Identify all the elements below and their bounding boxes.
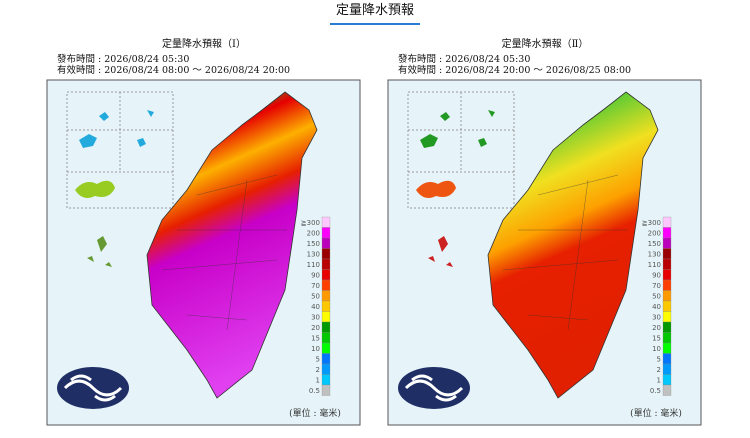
legend-swatch [321, 342, 331, 354]
inset-island [75, 180, 115, 198]
legend-label: 130 [648, 250, 661, 258]
legend-label: 2 [657, 366, 661, 374]
legend-swatch [662, 258, 672, 270]
page-title: 定量降水預報 [336, 3, 414, 18]
legend-label: ≧300 [642, 219, 661, 227]
unit-label: (單位 : 毫米) [630, 407, 682, 419]
legend-label: 5 [316, 355, 320, 363]
legend-label: 10 [311, 345, 320, 353]
panel-title: 定量降水預報（Ⅱ） [502, 37, 589, 50]
legend-label: 50 [311, 292, 320, 300]
legend-label: 110 [307, 261, 320, 269]
legend-swatch [321, 290, 331, 302]
legend-label: 150 [307, 240, 320, 248]
legend-label: 20 [311, 324, 320, 332]
taiwan [146, 91, 318, 399]
legend-swatch [321, 269, 331, 281]
legend-label: 1 [316, 376, 320, 384]
legend-label: ≧300 [301, 219, 320, 227]
legend-swatch [662, 279, 672, 291]
legend-label: 110 [648, 261, 661, 269]
legend-label: 1 [657, 376, 661, 384]
unit-label: (單位 : 毫米) [289, 407, 341, 419]
legend-label: 15 [311, 334, 320, 342]
legend-label: 200 [648, 229, 661, 237]
map-panel: ≧300 200 150 130 110 90 70 50 40 30 20 15 10 5 2 1 0.5 (單… [46, 79, 361, 426]
legend-swatch [321, 332, 331, 344]
legend-label: 10 [652, 345, 661, 353]
legend-swatch [321, 258, 331, 270]
legend-swatch [662, 248, 672, 260]
county-lines [161, 174, 287, 331]
legend-swatch [321, 311, 331, 323]
inset-island [420, 110, 495, 148]
legend-swatch [662, 269, 672, 281]
legend-swatch [321, 353, 331, 365]
legend-label: 130 [307, 250, 320, 258]
legend-swatch [321, 384, 331, 396]
legend-label: 70 [311, 282, 320, 290]
cwa-logo-swirl [63, 374, 123, 402]
valid-time: 有效時間 : 2026/08/24 20:00 ～ 2026/08/25 08:… [398, 64, 631, 76]
legend-swatch [321, 374, 331, 386]
legend-label: 90 [652, 271, 661, 279]
legend-label: 0.5 [650, 387, 661, 395]
legend-swatch [662, 300, 672, 312]
penghu [87, 236, 112, 267]
legend-label: 2 [316, 366, 320, 374]
issue-time: 發布時間 : 2026/08/24 05:30 [57, 53, 189, 65]
legend-swatch [662, 216, 672, 228]
legend-swatch [662, 237, 672, 249]
legend-swatch [662, 321, 672, 333]
valid-time: 有效時間 : 2026/08/24 08:00 ～ 2026/08/24 20:… [57, 64, 290, 76]
legend-label: 30 [652, 313, 661, 321]
legend-label: 200 [307, 229, 320, 237]
legend-swatch [321, 321, 331, 333]
legend-swatch [662, 342, 672, 354]
inset-island [79, 110, 154, 148]
legend-swatch [321, 227, 331, 239]
county-lines [502, 174, 628, 331]
legend-label: 90 [311, 271, 320, 279]
legend-swatch [321, 237, 331, 249]
legend-label: 50 [652, 292, 661, 300]
legend-label: 40 [652, 303, 661, 311]
cwa-logo-swirl [404, 374, 464, 402]
legend-label: 5 [657, 355, 661, 363]
legend-label: 0.5 [309, 387, 320, 395]
issue-time: 發布時間 : 2026/08/24 05:30 [398, 53, 530, 65]
legend-label: 70 [652, 282, 661, 290]
legend-swatch [321, 363, 331, 375]
legend-swatch [321, 216, 331, 228]
panel-title: 定量降水預報（Ⅰ） [162, 37, 246, 50]
legend-swatch [662, 384, 672, 396]
legend-label: 20 [652, 324, 661, 332]
map-panel: ≧300 200 150 130 110 90 70 50 40 30 20 15 10 5 2 1 0.5 (單… [387, 79, 702, 426]
inset-island [416, 180, 456, 198]
legend-swatch [662, 311, 672, 323]
legend-swatch [662, 363, 672, 375]
legend-swatch [662, 374, 672, 386]
legend-swatch [662, 353, 672, 365]
legend-swatch [662, 290, 672, 302]
legend-swatch [321, 300, 331, 312]
taiwan [487, 91, 659, 399]
legend-swatch [321, 248, 331, 260]
legend-label: 15 [652, 334, 661, 342]
legend-swatch [662, 227, 672, 239]
legend-label: 150 [648, 240, 661, 248]
legend-label: 40 [311, 303, 320, 311]
legend-swatch [662, 332, 672, 344]
legend-label: 30 [311, 313, 320, 321]
penghu [428, 236, 453, 267]
legend-swatch [321, 279, 331, 291]
